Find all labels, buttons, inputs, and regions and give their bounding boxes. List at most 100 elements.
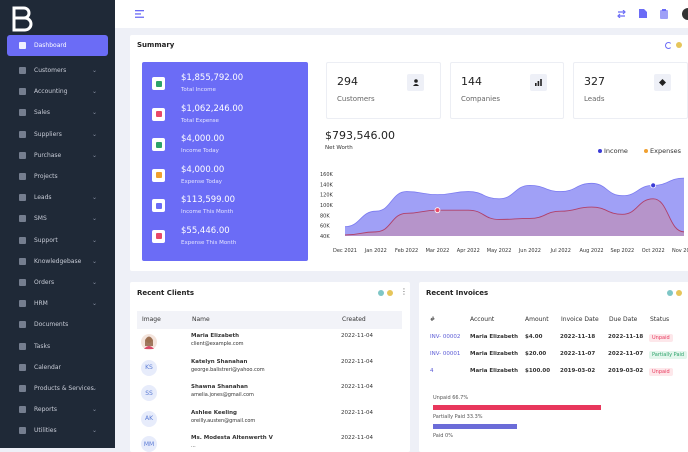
legend-income-label: Income [604,147,628,155]
total-icon [152,77,165,90]
sidebar-item-label: Reports [34,406,58,414]
chevron-down-icon: ⌄ [91,215,97,223]
status-badge: Unpaid [649,334,673,342]
sidebar-item-orders[interactable]: Orders ⌄ [0,272,115,293]
stat-label: Customers [337,95,375,103]
clipboard-icon[interactable] [660,9,668,19]
invoice-id-link[interactable]: 4 [430,368,434,374]
x-tick-label: May 2022 [487,248,512,254]
collapse-dot[interactable] [676,42,682,48]
sidebar-item-tasks[interactable]: Tasks [0,335,115,356]
chevron-down-icon: ⌄ [91,384,97,392]
menu-toggle-icon[interactable] [135,10,144,18]
col-number: # [430,316,436,323]
client-created: 2022-11-04 [341,358,373,365]
col-status: Status [650,316,670,323]
nav-icon [19,342,26,350]
total-label: Total Expense [181,117,219,124]
sidebar-item-label: Support [34,236,58,244]
document-icon[interactable] [639,9,647,18]
sidebar-item-products-services[interactable]: Products & Services ⌄ [0,378,115,399]
invoice-account: Maria Elizabeth [470,334,519,340]
y-tick-label: 160K [320,172,334,178]
sidebar-item-dashboard[interactable]: Dashboard [7,35,108,56]
chevron-down-icon: ⌄ [91,300,97,308]
col-invoice-date: Invoice Date [561,316,599,323]
chevron-down-icon: ⌄ [91,88,97,96]
avatar: KS [141,359,157,376]
more-icon[interactable]: ⋮ [400,287,408,296]
chevron-down-icon: ⌄ [91,406,97,414]
sidebar-item-accounting[interactable]: Accounting ⌄ [0,81,115,102]
nav-icon [19,300,26,308]
sidebar-item-label: Knowledgebase [34,257,82,265]
invoice-id-link[interactable]: INV- 00002 [430,334,461,340]
invoice-amount: $4.00 [525,334,543,340]
refresh-dot[interactable] [378,290,384,296]
chevron-down-icon: ⌄ [91,151,97,159]
sidebar-item-suppliers[interactable]: Suppliers ⌄ [0,124,115,145]
invoice-amount: $20.00 [525,351,547,357]
series-line-expenses [344,198,685,236]
client-name: Ashlee Keeling [191,409,237,416]
series-line-income [344,177,685,228]
chevron-down-icon: ⌄ [91,194,97,202]
x-tick-label: Dec 2021 [333,248,357,254]
refresh-dot[interactable] [667,290,673,296]
sidebar-item-customers[interactable]: Customers ⌄ [0,60,115,81]
total-icon [152,168,165,182]
legend-income[interactable]: Income [598,147,628,155]
user-avatar[interactable] [682,8,688,20]
topbar [115,0,688,28]
collapse-dot[interactable] [387,290,393,296]
sidebar-item-knowledgebase[interactable]: Knowledgebase ⌄ [0,251,115,272]
income-marker [650,182,657,189]
client-created: 2022-11-04 [341,435,373,441]
sidebar-item-utilities[interactable]: Utilities ⌄ [0,420,115,441]
invoice-id-link[interactable]: INV- 00001 [430,351,461,357]
totals-panel: $1,855,792.00 Total Income $1,062,246.00 To… [142,62,308,261]
sidebar-item-hrm[interactable]: HRM ⌄ [0,293,115,314]
total-value: $1,062,246.00 [181,103,244,114]
sidebar-item-label: Products & Services [34,384,94,392]
summary-title: Summary [137,41,175,49]
sidebar-nav: Dashboard Customers ⌄ Accounting ⌄ Sales ⌄ Supp… [0,35,115,441]
client-created: 2022-11-04 [341,409,373,416]
col-name: Name [192,316,210,323]
invoice-account: Maria Elizabeth [470,368,519,374]
sidebar-item-projects[interactable]: Projects [0,166,115,187]
x-tick-label: Mar 2022 [426,248,450,254]
x-tick-label: Nov 2022 [672,248,688,254]
client-email: amelia.jones@gmail.com [191,392,254,398]
x-tick-label: Jan 2022 [364,248,387,254]
client-email: client@example.com [191,341,244,347]
total-value: $4,000.00 [181,134,225,144]
nav-icon [19,384,26,392]
collapse-dot[interactable] [676,290,682,296]
nav-icon [19,130,26,138]
legend-expenses[interactable]: Expenses [644,147,681,155]
col-due-date: Due Date [609,316,638,323]
recent-invoices-title: Recent Invoices [426,289,489,297]
y-tick-label: 100K [320,203,334,209]
chevron-down-icon: ⌄ [91,130,97,138]
sidebar: Dashboard Customers ⌄ Accounting ⌄ Sales ⌄ Supp… [0,0,115,448]
sidebar-item-leads[interactable]: Leads ⌄ [0,187,115,208]
nav-icon [19,88,26,96]
client-created: 2022-11-04 [341,333,373,339]
sidebar-item-purchase[interactable]: Purchase ⌄ [0,145,115,166]
sidebar-item-support[interactable]: Support ⌄ [0,230,115,251]
sidebar-item-documents[interactable]: Documents [0,314,115,335]
refresh-icon[interactable] [665,42,672,49]
col-amount: Amount [525,316,549,323]
sidebar-item-sales[interactable]: Sales ⌄ [0,102,115,123]
logo-icon [12,6,33,32]
nav-icon [19,42,26,49]
sidebar-item-calendar[interactable]: Calendar [0,357,115,378]
stat-value: 327 [584,75,605,88]
sidebar-item-reports[interactable]: Reports ⌄ [0,399,115,420]
net-worth-value: $793,546.00 [325,129,395,142]
switch-icon[interactable] [617,10,626,18]
stat-label: Companies [461,95,501,103]
sidebar-item-sms[interactable]: SMS ⌄ [0,208,115,229]
